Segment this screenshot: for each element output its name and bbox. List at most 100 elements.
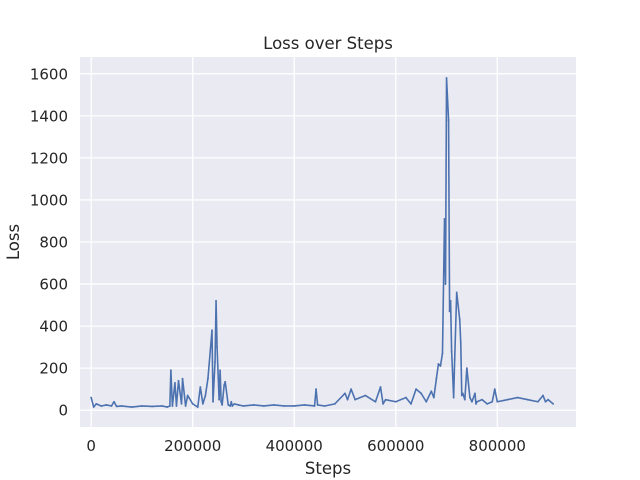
data-point xyxy=(344,392,346,395)
data-point xyxy=(224,380,227,383)
y-tick-label: 600 xyxy=(39,276,68,294)
data-point xyxy=(405,396,407,399)
y-tick-label: 1600 xyxy=(30,65,68,83)
data-point xyxy=(435,377,438,380)
data-point xyxy=(130,406,133,408)
data-point xyxy=(196,406,199,408)
data-point xyxy=(452,396,455,399)
data-point xyxy=(496,400,499,403)
data-point xyxy=(180,402,183,405)
data-point xyxy=(410,402,412,405)
data-point xyxy=(486,402,489,405)
data-point xyxy=(526,398,529,401)
data-point xyxy=(105,404,108,406)
data-point xyxy=(493,388,496,391)
data-point xyxy=(221,404,224,406)
data-point xyxy=(181,377,184,380)
y-tick-label: 0 xyxy=(58,402,68,420)
x-tick-label: 200000 xyxy=(164,437,221,455)
data-point xyxy=(516,396,519,399)
data-point xyxy=(432,396,435,399)
data-point xyxy=(469,396,471,399)
data-point xyxy=(415,388,417,391)
data-point xyxy=(471,400,473,403)
data-point xyxy=(174,381,176,384)
data-point xyxy=(233,402,236,405)
data-point xyxy=(227,404,230,406)
x-tick-label: 400000 xyxy=(266,437,323,455)
data-point xyxy=(379,386,382,388)
data-point xyxy=(191,402,194,405)
x-axis-label: Steps xyxy=(305,459,351,478)
data-point xyxy=(354,398,357,401)
data-point xyxy=(242,405,245,407)
data-layer xyxy=(90,77,555,408)
y-axis-label: Loss xyxy=(4,224,23,260)
data-point xyxy=(229,405,232,407)
data-point xyxy=(474,392,476,395)
data-point xyxy=(458,318,461,321)
data-point xyxy=(171,405,174,407)
data-point xyxy=(544,400,547,403)
data-point xyxy=(448,310,451,313)
data-point xyxy=(382,402,384,405)
y-tick-label: 800 xyxy=(39,234,68,252)
data-point xyxy=(453,358,456,361)
data-point xyxy=(177,379,180,382)
data-point xyxy=(461,392,464,395)
data-point xyxy=(230,400,233,403)
data-point xyxy=(262,405,265,407)
data-point xyxy=(547,398,549,401)
data-point xyxy=(425,400,428,403)
data-point xyxy=(95,402,98,405)
data-point xyxy=(350,388,352,391)
data-point xyxy=(201,402,204,405)
data-point xyxy=(420,392,423,395)
data-point xyxy=(100,405,103,407)
data-point xyxy=(491,400,494,403)
data-point xyxy=(220,400,223,403)
data-point xyxy=(450,350,453,353)
data-point xyxy=(465,367,468,370)
y-tick-label: 1200 xyxy=(30,149,68,167)
data-point xyxy=(204,394,207,397)
data-point xyxy=(141,405,143,407)
data-point xyxy=(552,402,555,405)
data-point xyxy=(346,398,349,401)
y-tick-label: 1400 xyxy=(30,107,68,125)
data-point xyxy=(394,400,397,403)
data-point xyxy=(168,405,171,407)
data-point xyxy=(384,398,387,401)
data-point xyxy=(115,405,118,408)
data-point xyxy=(92,406,95,408)
y-tick-label: 200 xyxy=(39,360,68,378)
data-point xyxy=(293,405,296,407)
data-point xyxy=(214,360,216,363)
data-point xyxy=(211,329,213,332)
data-point xyxy=(447,119,450,121)
data-point xyxy=(186,394,189,397)
x-tick-label: 0 xyxy=(86,437,96,455)
data-point xyxy=(212,400,214,403)
gridlines xyxy=(80,57,576,427)
data-point xyxy=(166,406,169,408)
data-point xyxy=(273,404,275,406)
data-point xyxy=(231,405,234,407)
data-point xyxy=(439,365,442,367)
data-point xyxy=(219,369,222,372)
data-point xyxy=(475,402,477,405)
data-point xyxy=(445,77,448,79)
data-point xyxy=(303,404,306,406)
data-point xyxy=(506,398,509,401)
data-point xyxy=(455,291,458,294)
data-point xyxy=(542,394,544,397)
data-point xyxy=(169,369,172,372)
data-point xyxy=(237,404,240,406)
x-tick-label: 600000 xyxy=(367,437,424,455)
data-point xyxy=(216,346,218,349)
data-point xyxy=(430,390,433,393)
data-point xyxy=(481,398,483,401)
data-point xyxy=(283,405,285,407)
data-point xyxy=(333,402,336,405)
